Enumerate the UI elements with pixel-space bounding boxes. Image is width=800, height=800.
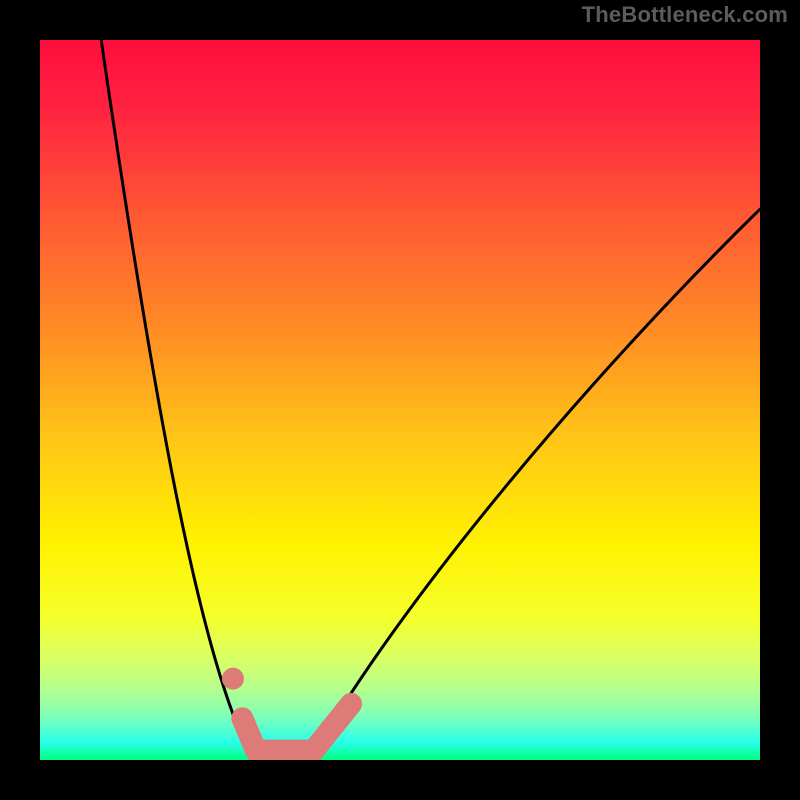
bottleneck-chart: TheBottleneck.com (0, 0, 800, 800)
plot-background (40, 40, 760, 760)
curve-highlight-dot (222, 668, 244, 690)
watermark-text: TheBottleneck.com (582, 2, 788, 28)
chart-svg (0, 0, 800, 800)
